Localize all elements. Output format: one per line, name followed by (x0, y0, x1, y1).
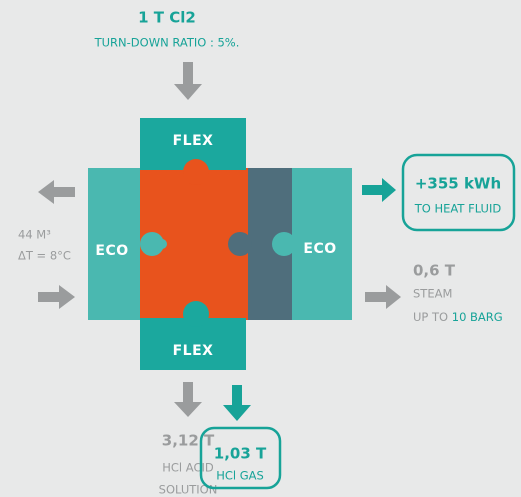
arrow-down (174, 382, 202, 417)
heat-amount: +355 kWh (415, 175, 501, 193)
knob (228, 232, 252, 256)
arrow-right (362, 178, 396, 202)
heat-label: TO HEAT FLUID (414, 202, 502, 216)
diagram: 1 T Cl2 TURN-DOWN RATIO : 5%. FLEX FLEX … (0, 0, 521, 497)
knob (157, 239, 167, 249)
knob (272, 232, 296, 256)
eco-left: ECO (95, 243, 128, 259)
acid-label: SOLUTION (159, 483, 218, 497)
flex-bottom: FLEX (173, 343, 214, 359)
knob (183, 301, 209, 327)
arrow-right (365, 285, 401, 309)
steam-pressure-value: 10 BARG (452, 310, 503, 324)
arrow-down (174, 62, 202, 100)
cooling-volume: 44 M³ (18, 228, 51, 242)
arrow-right (38, 285, 75, 309)
flex-top: FLEX (173, 133, 214, 149)
acid-amount: 3,12 T (162, 432, 215, 450)
arrow-down (223, 385, 251, 421)
steam-label: STEAM (413, 287, 452, 301)
input-note: TURN-DOWN RATIO : 5%. (94, 36, 240, 50)
steam-pressure-prefix: UP TO (413, 310, 448, 324)
arrow-left (38, 180, 75, 204)
gas-amount: 1,03 T (214, 445, 267, 463)
cooling-delta: ΔT = 8°C (18, 249, 71, 263)
gas-label: HCl GAS (216, 469, 264, 483)
steam-amount: 0,6 T (413, 262, 456, 280)
eco-right: ECO (303, 241, 336, 257)
knob (183, 159, 209, 185)
heat-box (403, 155, 514, 230)
acid-label: HCl ACID (162, 461, 214, 475)
input-amount: 1 T Cl2 (138, 9, 196, 27)
steam-pressure: UP TO 10 BARG (413, 310, 503, 324)
